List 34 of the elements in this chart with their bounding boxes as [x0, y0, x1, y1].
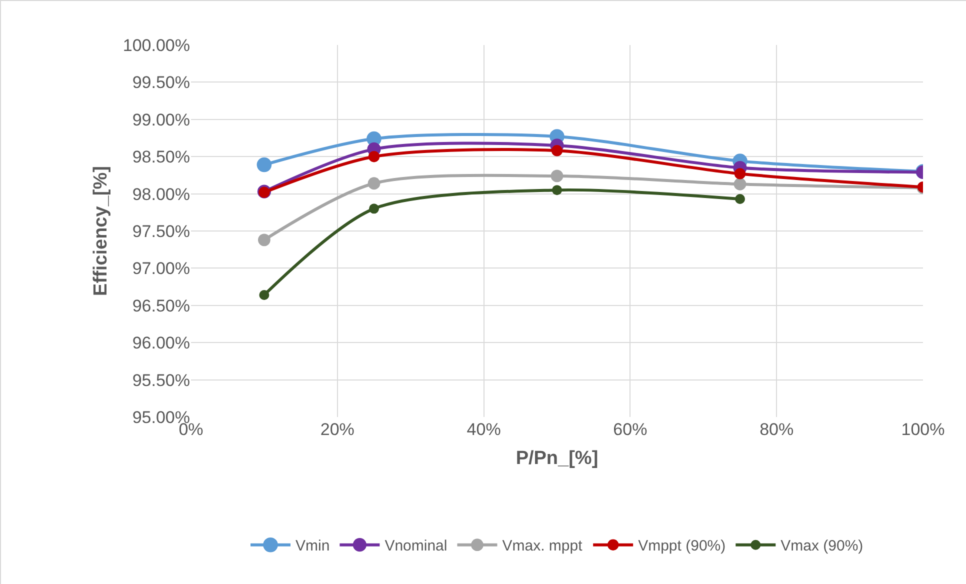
- point: [552, 185, 562, 196]
- point: [735, 194, 745, 204]
- x-tick-label: 20%: [320, 420, 354, 439]
- legend-label: Vnominal: [384, 538, 448, 555]
- x-tick-label: 80%: [760, 420, 794, 439]
- x-tick-label: 40%: [466, 420, 501, 439]
- legend-label: Vmax. mppt: [502, 538, 584, 555]
- y-tick-label: 97.50%: [132, 222, 190, 241]
- x-axis-title: P/Pn_[%]: [516, 448, 598, 469]
- y-tick-label: 97.00%: [132, 259, 190, 278]
- legend-label: Vmax (90%): [780, 538, 864, 555]
- point: [259, 290, 270, 300]
- legend-label: Vmin: [296, 538, 330, 555]
- y-tick-label: 99.00%: [132, 110, 190, 130]
- point: [734, 168, 746, 180]
- point: [256, 157, 272, 172]
- y-tick-label: 96.50%: [132, 296, 190, 316]
- y-tick-label: 98.00%: [132, 184, 190, 204]
- y-tick-label: 95.50%: [132, 370, 190, 390]
- point: [368, 177, 380, 190]
- x-tick-label: 60%: [613, 420, 648, 439]
- x-tick-label: 100%: [901, 420, 945, 439]
- y-axis-title: Efficiency_[%]: [90, 166, 112, 296]
- point: [734, 178, 746, 190]
- y-tick-label: 96.00%: [132, 334, 190, 353]
- point: [258, 234, 270, 246]
- point: [550, 170, 564, 182]
- point: [551, 145, 563, 156]
- legend-label: Vmppt (90%): [638, 538, 726, 555]
- y-tick-label: 99.50%: [132, 73, 190, 92]
- point: [368, 151, 380, 162]
- y-tick-label: 100.00%: [122, 36, 190, 55]
- point: [369, 204, 379, 214]
- y-tick-label: 98.50%: [132, 148, 190, 167]
